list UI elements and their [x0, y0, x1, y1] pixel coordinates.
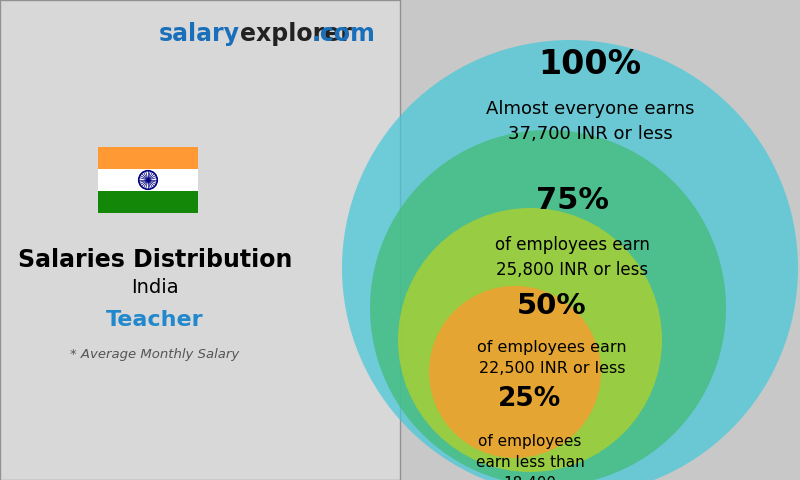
Circle shape — [370, 130, 726, 480]
FancyBboxPatch shape — [0, 0, 400, 480]
Text: India: India — [131, 278, 179, 297]
Text: Almost everyone earns
37,700 INR or less: Almost everyone earns 37,700 INR or less — [486, 100, 694, 143]
Text: of employees earn
25,800 INR or less: of employees earn 25,800 INR or less — [494, 236, 650, 279]
Circle shape — [398, 208, 662, 472]
Text: 25%: 25% — [498, 386, 562, 412]
Text: * Average Monthly Salary: * Average Monthly Salary — [70, 348, 240, 361]
Bar — [98, 147, 198, 169]
Circle shape — [429, 286, 601, 458]
Text: of employees
earn less than
18,400: of employees earn less than 18,400 — [476, 434, 584, 480]
Text: 50%: 50% — [517, 292, 587, 320]
Text: 100%: 100% — [538, 48, 642, 81]
Bar — [98, 191, 198, 213]
Text: explorer: explorer — [240, 22, 352, 46]
Text: salary: salary — [159, 22, 240, 46]
Bar — [98, 169, 198, 191]
Text: of employees earn
22,500 INR or less: of employees earn 22,500 INR or less — [477, 340, 627, 376]
Text: 75%: 75% — [535, 186, 609, 215]
Text: .com: .com — [312, 22, 376, 46]
Text: Teacher: Teacher — [106, 310, 204, 330]
Circle shape — [342, 40, 798, 480]
Text: Salaries Distribution: Salaries Distribution — [18, 248, 292, 272]
